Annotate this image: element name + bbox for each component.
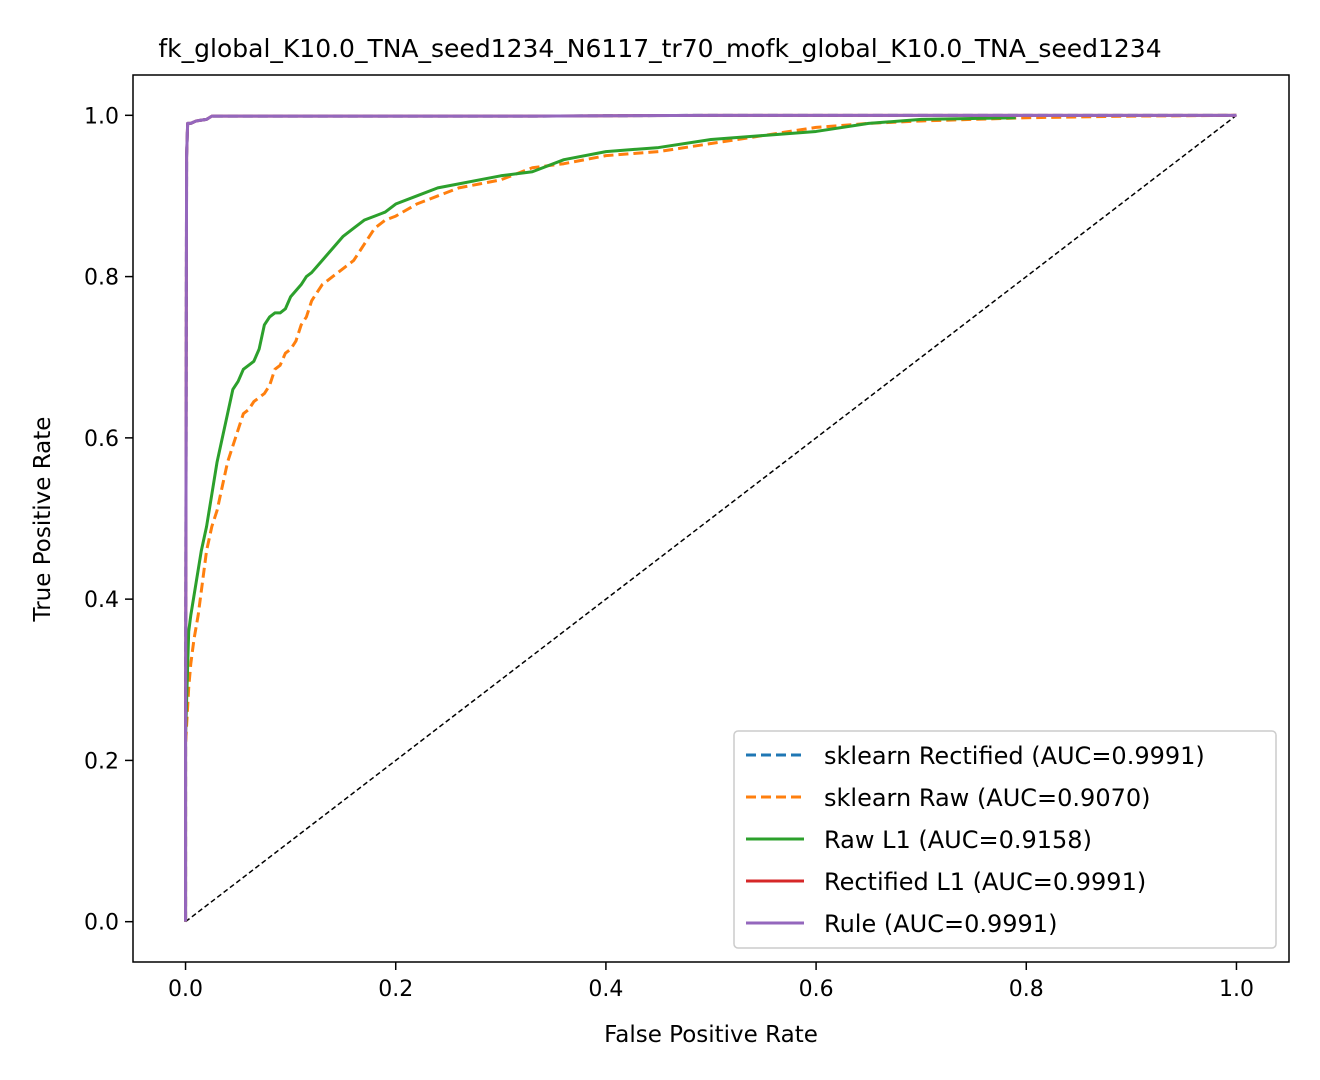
legend-box [733, 730, 1277, 949]
y-axis: 0.0 0.2 0.4 0.6 0.8 1.0 [84, 104, 133, 936]
legend-label: Rule (AUC=0.9991) [824, 910, 1057, 938]
plot-area [184, 113, 1237, 923]
x-tick-label: 0.8 [1009, 977, 1044, 1002]
y-tick-label: 0.2 [84, 749, 119, 774]
x-tick-label: 0.4 [588, 977, 623, 1002]
y-axis-label: True Positive Rate [30, 417, 56, 623]
y-tick-label: 0.4 [84, 588, 119, 613]
legend-label: sklearn Raw (AUC=0.9070) [824, 784, 1151, 812]
x-tick-label: 0.0 [168, 977, 203, 1002]
y-tick-label: 0.6 [84, 427, 119, 452]
x-axis: 0.0 0.2 0.4 0.6 0.8 1.0 [168, 962, 1254, 1002]
x-tick-label: 0.6 [799, 977, 834, 1002]
series-line-1 [184, 113, 1237, 922]
x-tick-label: 1.0 [1219, 977, 1254, 1002]
x-tick-label: 0.2 [378, 977, 413, 1002]
diagonal-layer [185, 114, 1237, 923]
legend-label: Raw L1 (AUC=0.9158) [824, 826, 1092, 854]
x-axis-label: False Positive Rate [604, 1022, 818, 1048]
chart-title: fk_global_K10.0_TNA_seed1234_N6117_tr70_… [158, 34, 1161, 63]
legend-entries: sklearn Rectified (AUC=0.9991) sklearn Ra… [746, 742, 1205, 938]
legend-label: Rectified L1 (AUC=0.9991) [824, 868, 1146, 896]
series-line-4 [184, 113, 1237, 922]
legend: sklearn Rectified (AUC=0.9991) sklearn Ra… [733, 730, 1277, 949]
series-layer [184, 113, 1237, 922]
series-line-2 [184, 116, 1016, 922]
plot-frame [132, 74, 1290, 963]
y-tick-label: 0.0 [84, 911, 119, 936]
legend-label: sklearn Rectified (AUC=0.9991) [824, 742, 1205, 770]
y-tick-label: 0.8 [84, 266, 119, 291]
y-tick-label: 1.0 [84, 104, 119, 129]
chance-diagonal-line [185, 114, 1237, 923]
